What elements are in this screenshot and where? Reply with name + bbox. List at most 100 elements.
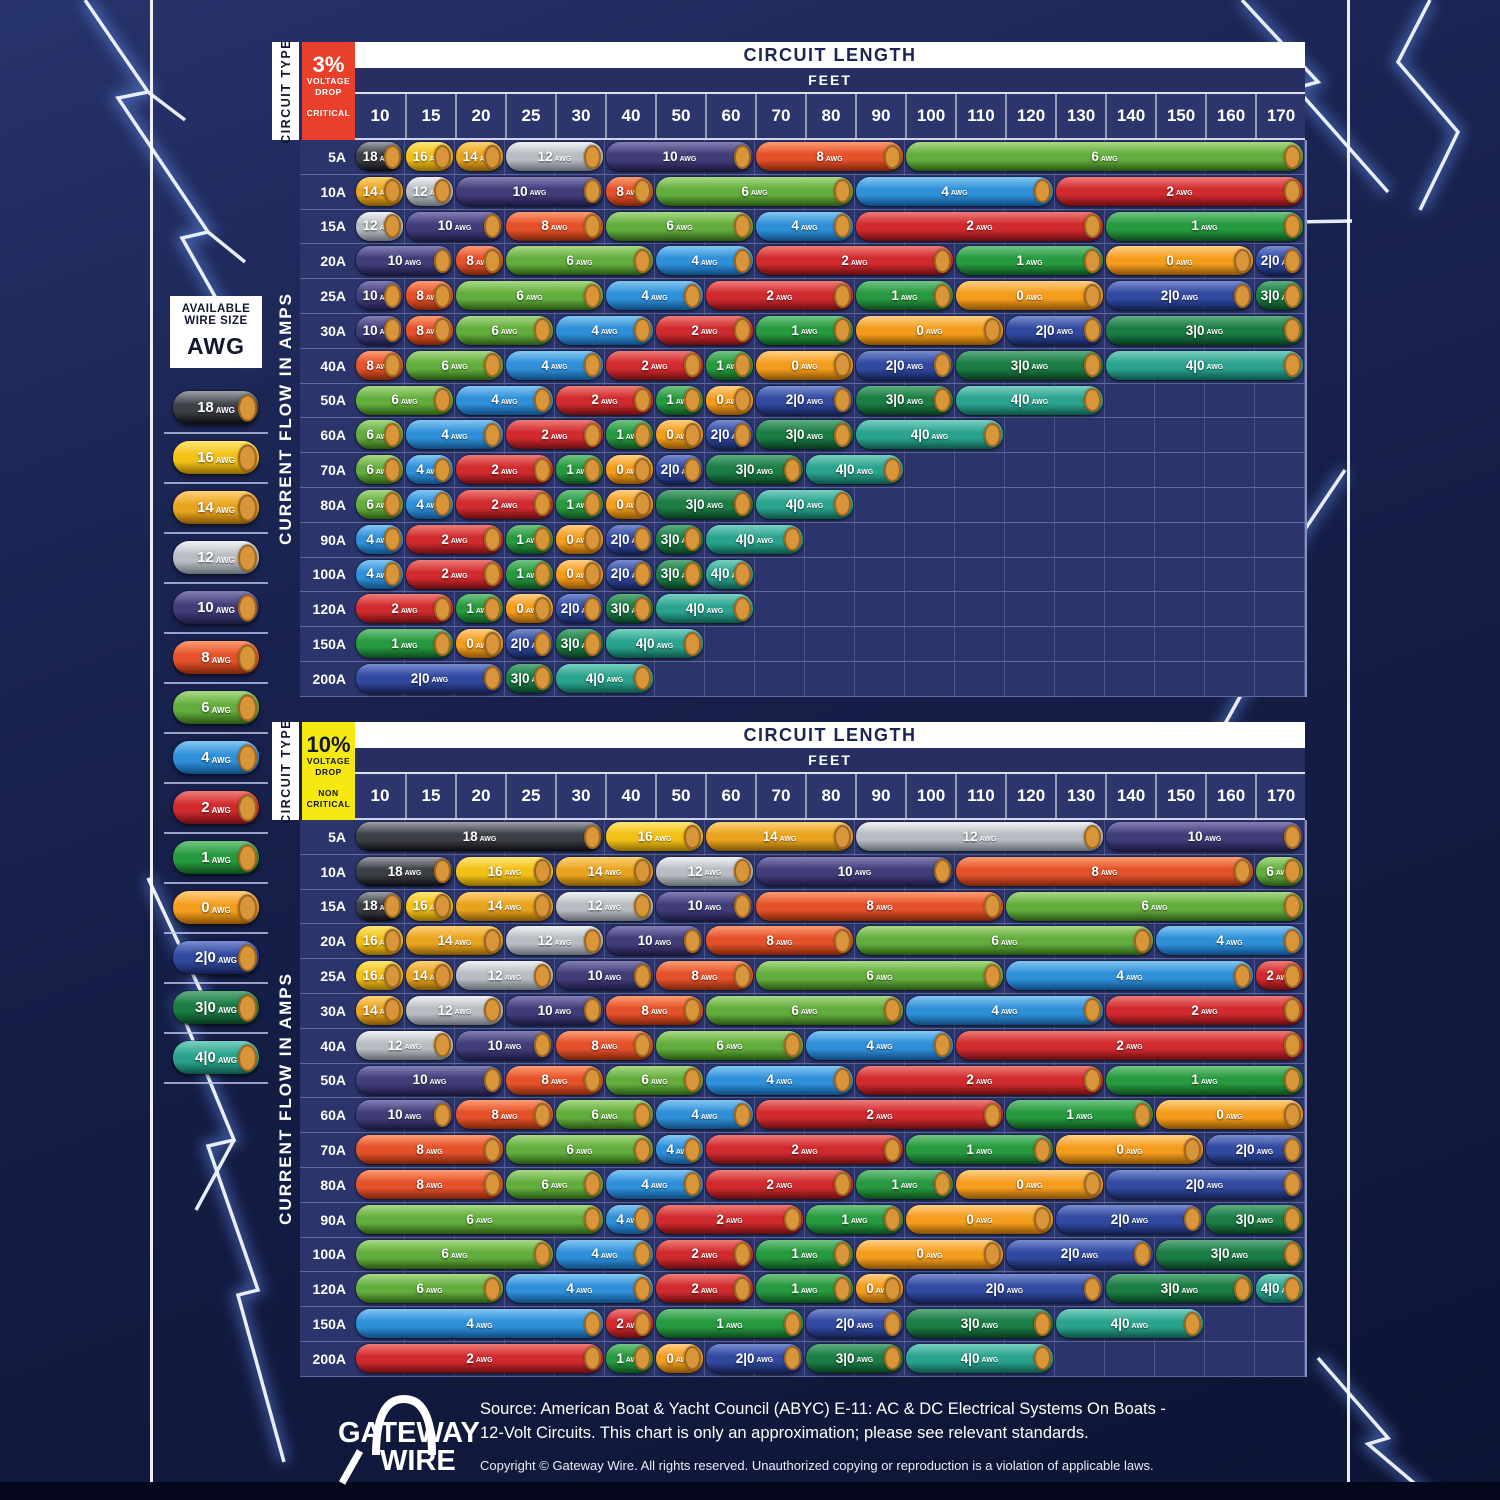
pill-gauge-label: 18 bbox=[462, 828, 478, 844]
amp-row-label: 40A bbox=[320, 1037, 346, 1054]
pill-awg-unit: AWG bbox=[800, 225, 818, 233]
copper-end-icon bbox=[734, 1276, 751, 1301]
copper-end-icon bbox=[384, 928, 401, 953]
copper-end-icon bbox=[834, 1242, 851, 1267]
pill-awg-unit: AWG bbox=[1031, 399, 1049, 407]
copper-end-icon bbox=[834, 1068, 851, 1093]
pill-awg-unit: AWG bbox=[575, 1287, 593, 1295]
pill-gauge-label: 2|0 bbox=[610, 531, 630, 547]
feet-column-header: 170 bbox=[1255, 774, 1305, 818]
pill-gauge-label: 2 bbox=[691, 322, 699, 338]
copper-end-icon bbox=[584, 562, 601, 587]
copper-end-icon bbox=[634, 1207, 651, 1232]
feet-column-header: 140 bbox=[1105, 774, 1155, 818]
pill-awg-unit: AWG bbox=[650, 1183, 668, 1191]
pill-awg-unit: AWG bbox=[504, 870, 522, 878]
copper-end-icon bbox=[384, 283, 401, 308]
pill-awg-unit: AWG bbox=[500, 1113, 518, 1121]
pill-awg-unit: AWG bbox=[400, 607, 418, 615]
feet-column-header: 60 bbox=[705, 774, 755, 818]
copper-end-icon bbox=[484, 928, 501, 953]
copper-end-icon bbox=[784, 1207, 801, 1232]
current-flow-axis-label: CURRENT FLOW IN AMPS bbox=[275, 971, 295, 1225]
copyright-text: Copyright © Gateway Wire. All rights res… bbox=[480, 1458, 1154, 1473]
pill-gauge-label: 16 bbox=[197, 449, 214, 466]
pill-gauge-label: 2|0 bbox=[710, 427, 730, 443]
copper-end-icon bbox=[238, 744, 257, 771]
pill-awg-unit: AWG bbox=[700, 259, 718, 267]
pill-awg-unit: AWG bbox=[215, 605, 235, 615]
copper-end-icon bbox=[584, 422, 601, 447]
copper-end-icon bbox=[384, 422, 401, 447]
copper-end-icon bbox=[1284, 998, 1301, 1023]
copper-end-icon bbox=[634, 527, 651, 552]
copper-end-icon bbox=[684, 1137, 701, 1162]
pill-gauge-label: 6 bbox=[416, 1281, 424, 1297]
pill-gauge-label: 2 bbox=[691, 1281, 699, 1297]
pill-gauge-label: 0 bbox=[466, 635, 474, 651]
pill-awg-unit: AWG bbox=[1200, 1079, 1218, 1087]
divider bbox=[164, 682, 268, 684]
pill-gauge-label: 12 bbox=[387, 1037, 403, 1053]
voltage-drop-line1: VOLTAGE bbox=[306, 756, 351, 766]
pill-gauge-label: 6 bbox=[366, 427, 374, 443]
pill-gauge-label: 4 bbox=[866, 1037, 874, 1053]
pill-gauge-label: 3|0 bbox=[1010, 357, 1030, 373]
copper-end-icon bbox=[1084, 283, 1101, 308]
pill-gauge-label: 2 bbox=[1191, 1002, 1199, 1018]
pill-awg-unit: AWG bbox=[425, 1183, 443, 1191]
pill-awg-unit: AWG bbox=[725, 1322, 743, 1330]
pill-awg-unit: AWG bbox=[700, 329, 718, 337]
pill-gauge-label: 1 bbox=[791, 322, 799, 338]
copper-end-icon bbox=[734, 248, 751, 273]
pill-awg-unit: AWG bbox=[211, 655, 231, 665]
copper-end-icon bbox=[484, 631, 501, 656]
copper-end-icon bbox=[484, 1172, 501, 1197]
feet-column-header: 20 bbox=[455, 94, 505, 138]
pill-gauge-label: 2 bbox=[641, 357, 649, 373]
amp-row-label: 30A bbox=[320, 1002, 346, 1019]
copper-end-icon bbox=[434, 1033, 451, 1058]
copper-end-icon bbox=[584, 998, 601, 1023]
copper-end-icon bbox=[1034, 1346, 1051, 1371]
pill-gauge-label: 0 bbox=[1016, 1176, 1024, 1192]
pill-awg-unit: AWG bbox=[875, 974, 893, 982]
current-flow-axis-label: CURRENT FLOW IN AMPS bbox=[275, 291, 295, 545]
column-headers: 10 15 20 25 30 40 50 60 70 80 90 100 110 120 130 140 150… bbox=[355, 92, 1305, 140]
pill-gauge-label: 4|0 bbox=[635, 635, 655, 651]
pill-gauge-label: 6 bbox=[466, 1211, 474, 1227]
pill-gauge-label: 10 bbox=[197, 599, 214, 616]
